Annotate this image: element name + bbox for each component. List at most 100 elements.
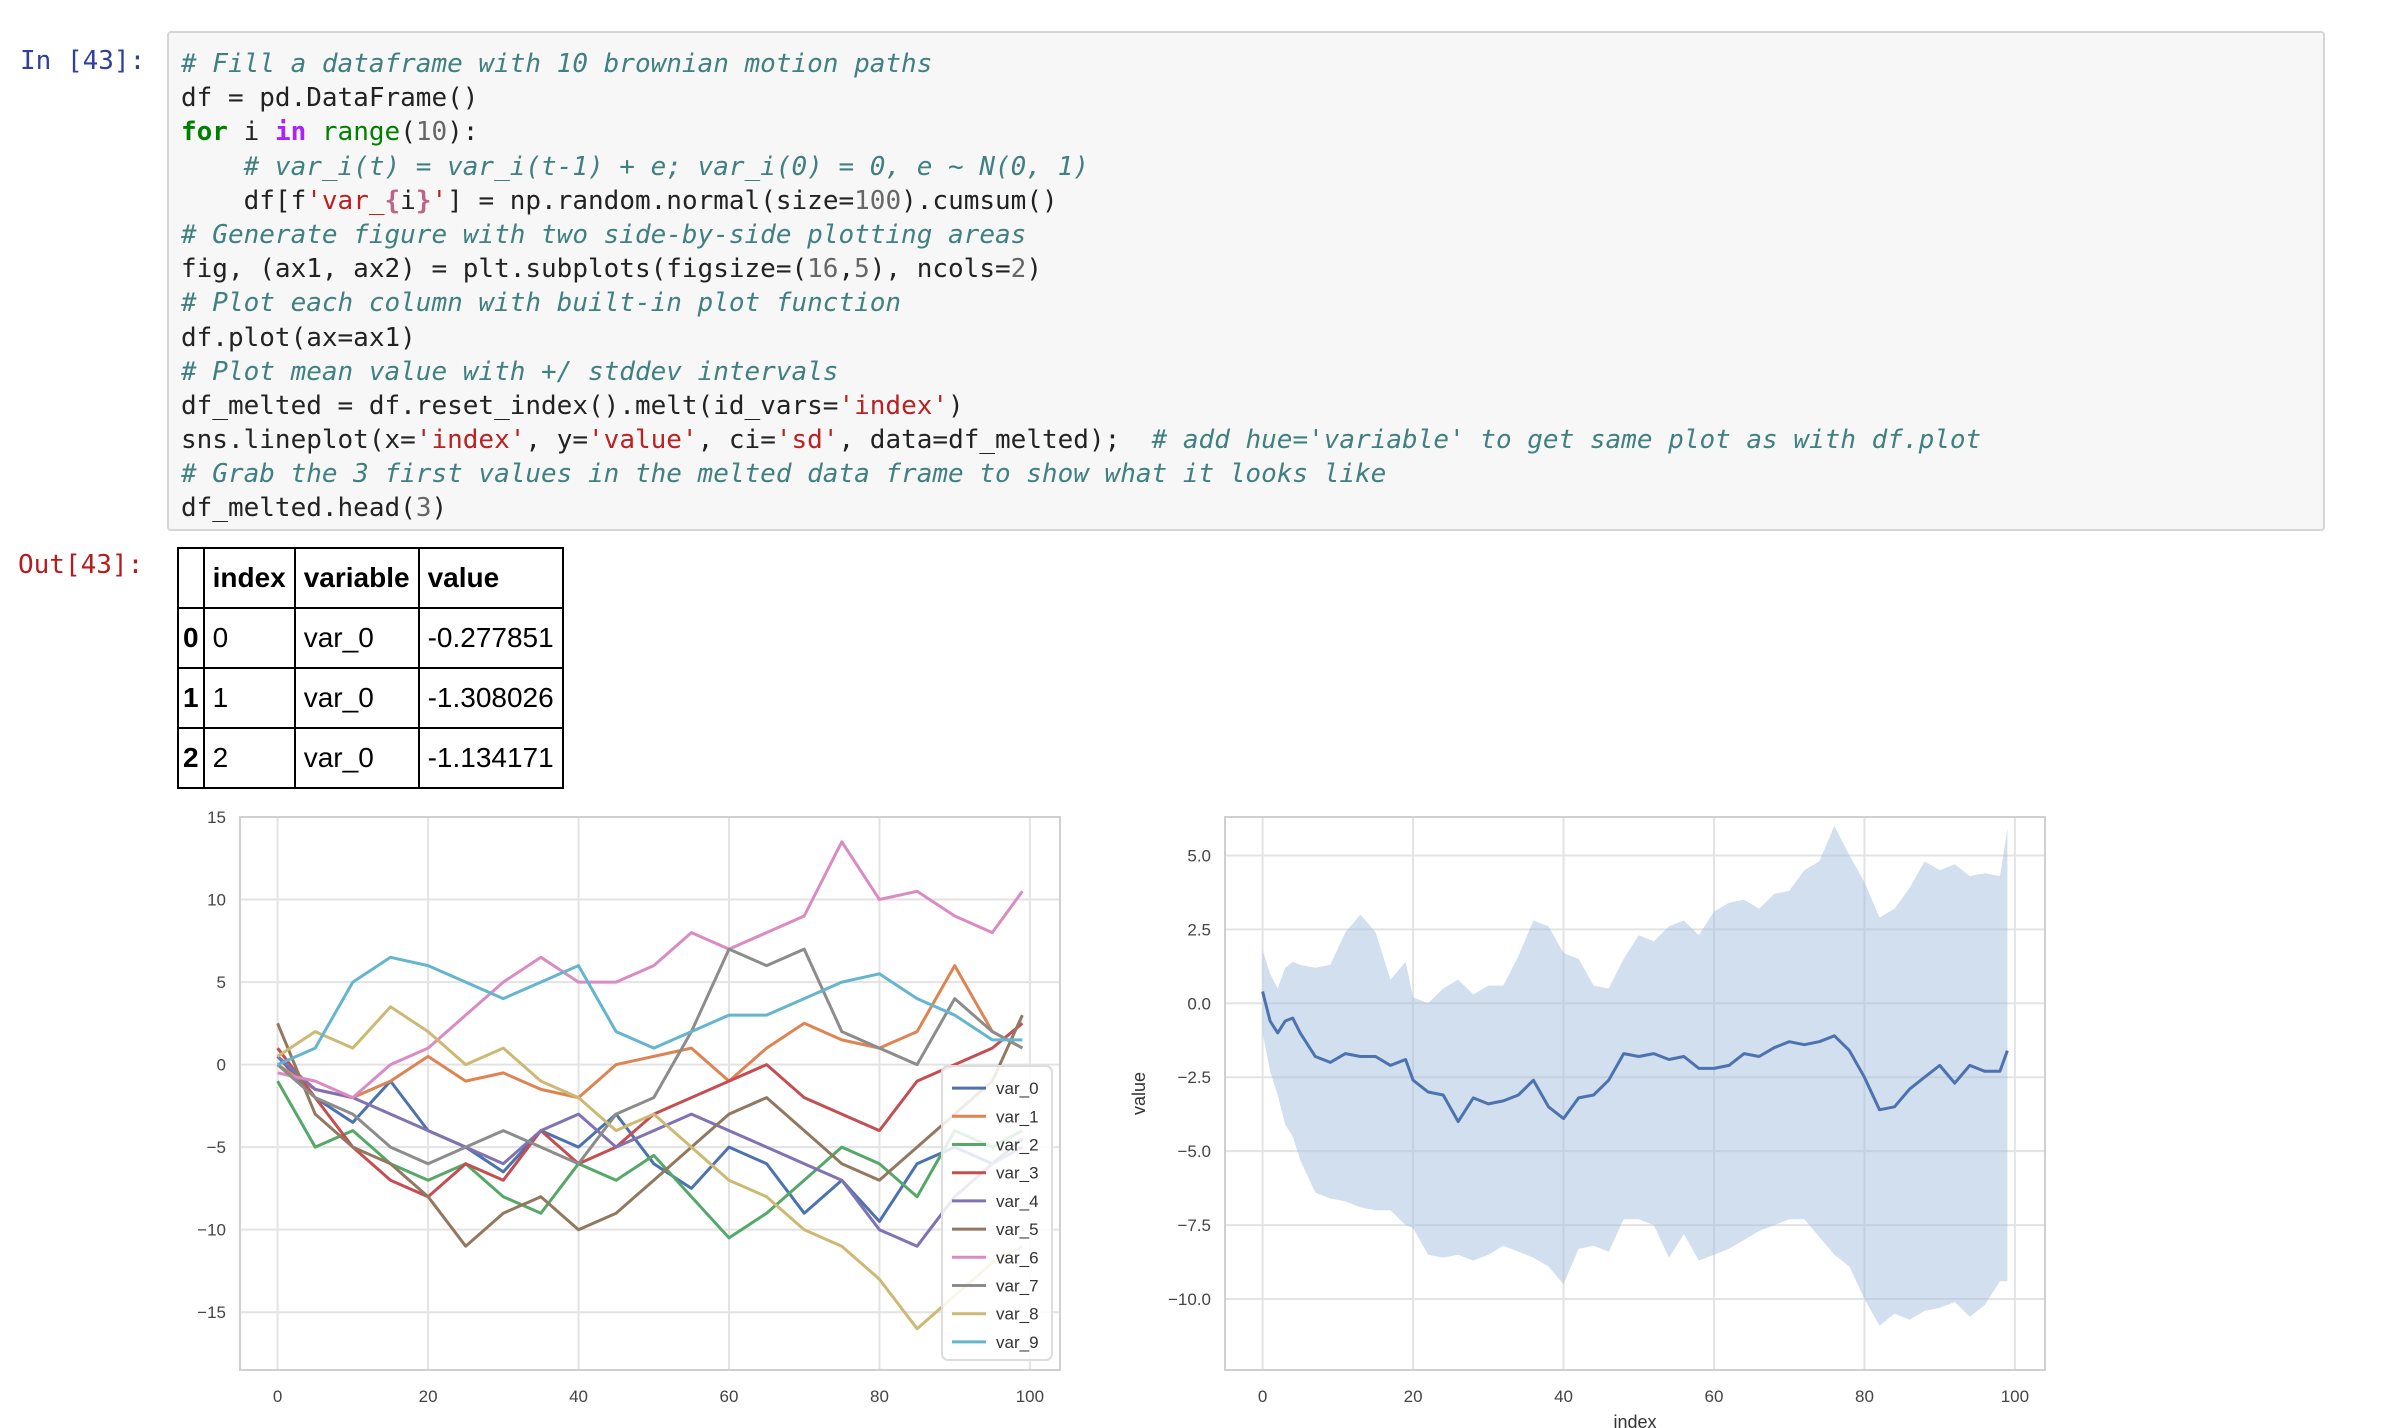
x-tick-label: 40 [569, 1387, 588, 1406]
output-dataframe-table: index variable value 0 0 var_0 -0.277851 1 1 var… [177, 547, 564, 789]
code-cell[interactable]: # Fill a dataframe with 10 brownian moti… [167, 31, 2325, 531]
code-editor[interactable]: # Fill a dataframe with 10 brownian moti… [181, 47, 1981, 526]
code-token: ) [948, 390, 964, 421]
code-token: sns.lineplot(x= [181, 425, 416, 456]
table-column-header: variable [293, 547, 420, 609]
code-line: df = pd.DataFrame() [181, 81, 1981, 115]
code-token: 16 [807, 254, 839, 285]
code-token: # add hue='variable' to get same plot as… [1151, 425, 1982, 456]
y-tick-label: 2.5 [1187, 920, 1211, 939]
legend-entry: var_7 [996, 1277, 1039, 1296]
legend-entry: var_8 [996, 1305, 1039, 1324]
table-cell: var_0 [293, 667, 420, 729]
table-cell: var_0 [293, 727, 420, 789]
y-tick-label: 0 [217, 1056, 226, 1075]
series-line-var_0 [276, 1055, 1024, 1223]
table-row: 0 0 var_0 -0.277851 [177, 607, 564, 669]
code-token: df_melted.head( [181, 493, 416, 524]
legend-entry: var_2 [996, 1136, 1039, 1155]
code-token: for [181, 117, 228, 148]
y-tick-label: −5 [207, 1138, 226, 1157]
code-token: 'var_ [306, 185, 385, 216]
code-token: # Plot each column with built-in plot fu… [181, 288, 902, 319]
legend-entry: var_3 [996, 1164, 1039, 1183]
x-tick-label: 0 [273, 1387, 282, 1406]
code-token: 'index' [838, 390, 949, 421]
code-token: # Fill a dataframe with 10 brownian moti… [181, 49, 933, 79]
series-line-var_2 [276, 1080, 1024, 1240]
code-line: df.plot(ax=ax1) [181, 321, 1981, 355]
y-tick-label: −10.0 [1168, 1290, 1211, 1309]
code-token: ), ncols= [869, 254, 1011, 285]
code-token: df_melted = df.reset_index().melt(id_var… [181, 390, 839, 421]
code-token: ) [431, 493, 448, 524]
code-token: in [274, 117, 307, 148]
code-line: # Grab the 3 first values in the melted … [181, 457, 1981, 491]
code-token: ' [431, 185, 448, 216]
x-tick-label: 100 [1016, 1387, 1044, 1406]
y-axis-label: value [1129, 1072, 1149, 1115]
code-token: ( [400, 117, 416, 148]
y-tick-label: −2.5 [1177, 1068, 1211, 1087]
code-token: # var_i(t) = var_i(t-1) + e; var_i(0) = … [243, 151, 1089, 182]
table-row-index: 2 [177, 727, 205, 789]
plot-background [240, 817, 1060, 1370]
series-line-var_1 [276, 964, 1024, 1100]
y-tick-label: −7.5 [1177, 1216, 1211, 1235]
output-figure: 0 20 40 60 80 100151050−5−10−15var_0var_1var_… [197, 808, 2046, 1428]
x-tick-label: 60 [720, 1387, 739, 1406]
series-line-var_9 [276, 955, 1023, 1066]
code-line: # Generate figure with two side-by-side … [181, 218, 1981, 252]
code-line: df[f'var_{i}'] = np.random.normal(size=1… [181, 184, 1981, 218]
code-line: df_melted.head(3) [181, 491, 1981, 525]
table-cell: var_0 [293, 607, 420, 669]
x-tick-label: 80 [1855, 1387, 1874, 1406]
y-tick-label: 5.0 [1187, 846, 1211, 865]
input-prompt: In [43]: [20, 46, 146, 76]
series-line-var_8 [276, 1005, 1024, 1331]
code-token: ).cumsum() [901, 185, 1058, 216]
sd-band [1262, 825, 2008, 1326]
table-row: 2 2 var_0 -1.134171 [177, 727, 564, 789]
legend-entry: var_1 [996, 1107, 1039, 1126]
x-tick-label: 40 [1554, 1387, 1573, 1406]
series-line-var_7 [276, 947, 1024, 1166]
legend-entry: var_9 [996, 1333, 1039, 1352]
code-line: for i in range(10): [181, 115, 1981, 149]
table-row: 1 1 var_0 -1.308026 [177, 667, 564, 729]
y-tick-label: 15 [207, 808, 226, 827]
chart-2: 0 20 40 60 80 100 5.0 2.5 0.0 −2.5 −5.0 −7.5 −10.0 in… [1129, 816, 2046, 1428]
table-row-index: 1 [177, 667, 205, 729]
series-line-var_4 [276, 1055, 1024, 1248]
table-cell: -1.308026 [417, 667, 564, 729]
code-token: i [227, 117, 275, 148]
x-tick-label: 20 [419, 1387, 438, 1406]
code-line: # Plot mean value with +/ stddev interva… [181, 355, 1981, 389]
table-header-row: index variable value [177, 547, 564, 609]
chart-1: 0 20 40 60 80 100151050−5−10−15var_0var_1var_… [197, 808, 1061, 1406]
table-cell: 1 [202, 667, 296, 729]
y-tick-label: 0.0 [1187, 994, 1211, 1013]
x-tick-label: 80 [870, 1387, 889, 1406]
code-token: # Plot mean value with +/ stddev interva… [181, 356, 839, 387]
code-token: 'sd' [775, 425, 839, 456]
code-token: 100 [854, 185, 902, 216]
code-token: df = pd.DataFrame() [181, 83, 479, 114]
code-token: ] = np.random.normal(size= [447, 185, 855, 216]
table-column-header [177, 547, 205, 609]
code-token: { [384, 185, 401, 216]
table-row-index: 0 [177, 607, 205, 669]
table-cell: 2 [202, 727, 296, 789]
code-token: , ci= [697, 425, 776, 456]
legend: var_0 var_1 var_2 var_3 var_4 var_5 var_6 var_7… [941, 1065, 1053, 1361]
code-token: 10 [415, 117, 448, 148]
code-token: df.plot(ax=ax1) [181, 322, 416, 353]
output-prompt: Out[43]: [18, 550, 144, 580]
legend-entry: var_0 [996, 1079, 1039, 1098]
y-tick-label: −15 [197, 1303, 226, 1322]
table-cell: -1.134171 [417, 727, 564, 789]
code-token: ): [447, 117, 479, 148]
code-token: i [400, 185, 416, 216]
y-tick-label: 5 [217, 973, 226, 992]
x-axis-label: index [1613, 1412, 1656, 1428]
